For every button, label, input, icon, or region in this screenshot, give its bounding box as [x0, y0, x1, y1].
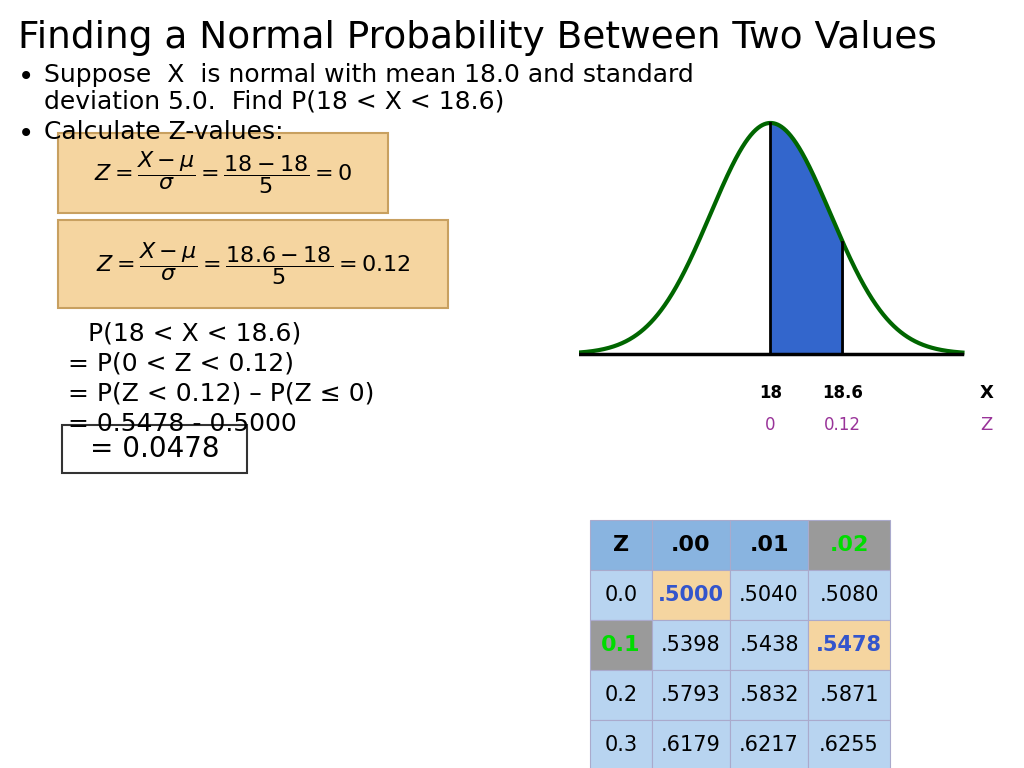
Bar: [652, 570, 730, 620]
Text: .5080: .5080: [819, 585, 879, 605]
Text: 18: 18: [759, 384, 782, 402]
Text: X: X: [980, 384, 993, 402]
Bar: [808, 570, 890, 620]
Text: .02: .02: [829, 535, 868, 555]
Text: .5438: .5438: [739, 635, 799, 655]
Text: .01: .01: [750, 535, 788, 555]
Text: .00: .00: [671, 535, 711, 555]
Bar: [652, 670, 730, 720]
Text: .5478: .5478: [816, 635, 882, 655]
Text: = P(0 < Z < 0.12): = P(0 < Z < 0.12): [68, 352, 294, 376]
Bar: [808, 520, 890, 570]
Text: 0.1: 0.1: [601, 635, 641, 655]
Text: $Z = \dfrac{X-\mu}{\sigma} = \dfrac{18.6-18}{5} = 0.12$: $Z = \dfrac{X-\mu}{\sigma} = \dfrac{18.6…: [96, 240, 411, 287]
Bar: [808, 670, 890, 720]
Text: Calculate Z-values:: Calculate Z-values:: [44, 120, 284, 144]
Bar: [730, 670, 808, 720]
Bar: [808, 720, 890, 768]
Text: 18.6: 18.6: [822, 384, 863, 402]
Bar: [652, 720, 730, 768]
Text: = 0.5478 - 0.5000: = 0.5478 - 0.5000: [68, 412, 297, 436]
Text: = 0.0478: = 0.0478: [90, 435, 219, 463]
Text: P(18 < X < 18.6): P(18 < X < 18.6): [88, 322, 301, 346]
Text: Z: Z: [613, 535, 629, 555]
Text: = P(Z < 0.12) – P(Z ≤ 0): = P(Z < 0.12) – P(Z ≤ 0): [68, 382, 375, 406]
Bar: [590, 670, 652, 720]
Bar: [58, 220, 449, 308]
Text: 0.12: 0.12: [824, 416, 861, 435]
Bar: [58, 133, 388, 213]
Text: 0: 0: [765, 416, 776, 435]
Text: Suppose  X  is normal with mean 18.0 and standard: Suppose X is normal with mean 18.0 and s…: [44, 63, 693, 87]
Text: 0.3: 0.3: [604, 735, 638, 755]
Bar: [590, 720, 652, 768]
Text: $Z = \dfrac{X-\mu}{\sigma} = \dfrac{18-18}{5} = 0$: $Z = \dfrac{X-\mu}{\sigma} = \dfrac{18-1…: [93, 150, 352, 197]
Bar: [730, 570, 808, 620]
Text: .5040: .5040: [739, 585, 799, 605]
Bar: [730, 520, 808, 570]
Text: •: •: [18, 63, 34, 91]
Text: •: •: [18, 120, 34, 148]
Text: Finding a Normal Probability Between Two Values: Finding a Normal Probability Between Two…: [18, 20, 937, 56]
Text: 0.0: 0.0: [604, 585, 638, 605]
Text: .5832: .5832: [739, 685, 799, 705]
Text: .5793: .5793: [662, 685, 721, 705]
Text: deviation 5.0.  Find P(18 < X < 18.6): deviation 5.0. Find P(18 < X < 18.6): [44, 90, 505, 114]
Bar: [808, 620, 890, 670]
Bar: [652, 520, 730, 570]
Text: .5398: .5398: [662, 635, 721, 655]
Bar: [62, 425, 247, 473]
Bar: [730, 720, 808, 768]
Bar: [590, 520, 652, 570]
Bar: [590, 620, 652, 670]
Text: .6217: .6217: [739, 735, 799, 755]
Text: Z: Z: [980, 416, 992, 435]
Text: .5871: .5871: [819, 685, 879, 705]
Text: .5000: .5000: [658, 585, 724, 605]
Bar: [652, 620, 730, 670]
Text: 0.2: 0.2: [604, 685, 638, 705]
Text: .6255: .6255: [819, 735, 879, 755]
Text: .6179: .6179: [662, 735, 721, 755]
Bar: [590, 570, 652, 620]
Bar: [730, 620, 808, 670]
